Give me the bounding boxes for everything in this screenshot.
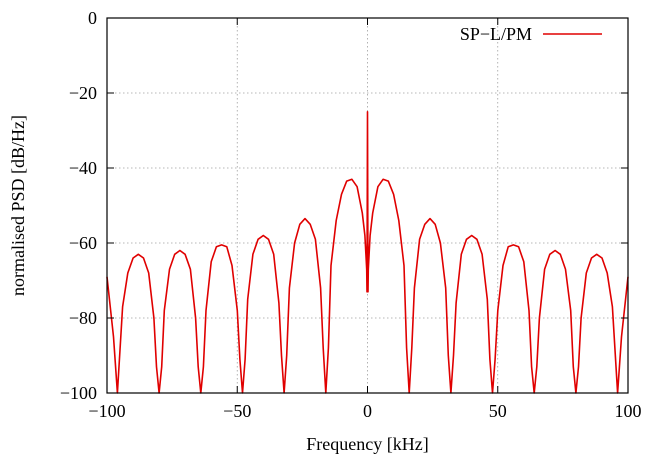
axis-ticks [106, 17, 629, 394]
y-tick-label: −40 [69, 158, 97, 178]
x-tick-label: 0 [363, 401, 372, 421]
legend: SP−L/PM [460, 24, 602, 44]
x-tick-label: 50 [489, 401, 507, 421]
tick-labels: −100 −50 0 50 100 −100 −80 −60 −40 −20 0 [60, 8, 642, 421]
x-tick-label: −50 [223, 401, 251, 421]
y-tick-label: −100 [60, 383, 97, 403]
x-axis-title: Frequency [kHz] [306, 434, 428, 454]
y-tick-label: −20 [69, 83, 97, 103]
y-tick-label: −60 [69, 233, 97, 253]
y-tick-label: −80 [69, 308, 97, 328]
y-axis-title: normalised PSD [dB/Hz] [8, 115, 28, 296]
y-tick-label: 0 [88, 8, 97, 28]
x-tick-label: 100 [615, 401, 642, 421]
x-tick-label: −100 [88, 401, 125, 421]
legend-label: SP−L/PM [460, 24, 532, 44]
